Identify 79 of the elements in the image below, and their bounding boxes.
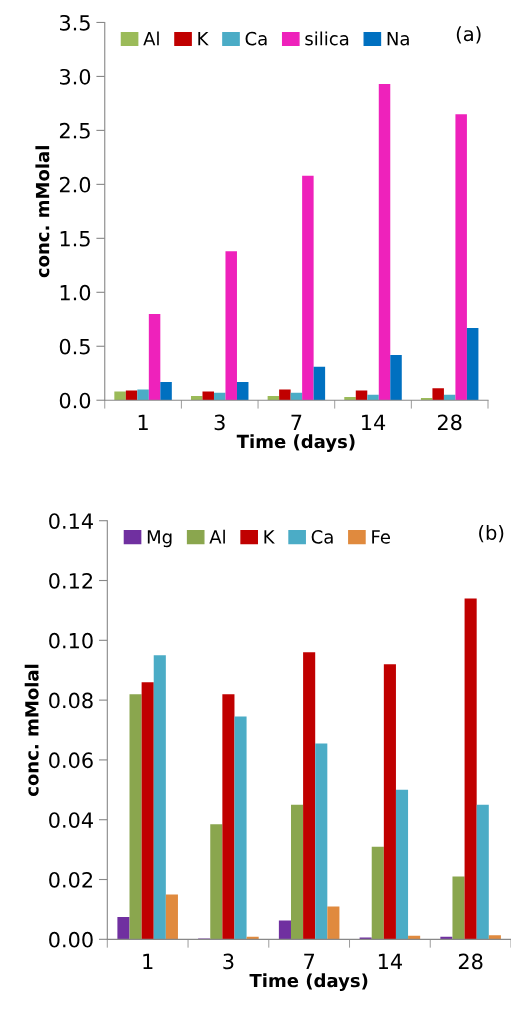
- annotation: (a): [456, 26, 481, 44]
- bar: [114, 391, 126, 401]
- bar: [313, 366, 326, 401]
- y-tick-label: 3.0: [60, 68, 91, 85]
- x-tick-label: 7: [304, 953, 314, 970]
- y-tick-label: 0.08: [49, 692, 93, 709]
- y-tick-label: 0.04: [49, 812, 93, 828]
- y-tick-label: 0.5: [59, 338, 90, 355]
- x-tick-label: 3: [214, 414, 225, 431]
- legend-label: K: [198, 32, 209, 46]
- bar: [225, 251, 237, 401]
- bar: [160, 381, 172, 401]
- bar: [378, 83, 391, 401]
- x-tick-label: 14: [362, 414, 386, 430]
- bar: [367, 394, 379, 401]
- bar: [432, 388, 444, 401]
- x-tick-label: 28: [437, 414, 462, 431]
- y-tick-label: 1.0: [60, 284, 91, 301]
- legend-label: Ca: [245, 31, 267, 46]
- y-tick-label: 0.10: [49, 632, 93, 649]
- bar: [488, 935, 501, 940]
- x-tick-label: 28: [458, 953, 483, 970]
- x-axis-title: Time (days): [249, 973, 368, 991]
- y-tick-label: 3.5: [60, 14, 90, 31]
- annotation: (b): [479, 524, 504, 543]
- bar: [210, 824, 223, 940]
- legend-label: silica: [305, 31, 349, 46]
- bar: [129, 694, 142, 940]
- y-tick-label: 0.12: [49, 572, 93, 589]
- y-axis-title: conc. mMolal: [35, 146, 50, 278]
- bar: [327, 906, 340, 940]
- bar: [234, 716, 247, 940]
- y-tick-label: 0.02: [49, 871, 93, 888]
- legend-label: Na: [387, 32, 409, 46]
- bar: [476, 804, 489, 940]
- legend-label: Mg: [147, 530, 172, 548]
- x-tick-label: 7: [291, 414, 302, 430]
- legend-label: K: [264, 530, 275, 544]
- bar: [302, 175, 314, 401]
- y-tick-label: 0.0: [59, 392, 91, 409]
- bar: [153, 655, 166, 940]
- legend-label: Ca: [311, 530, 333, 544]
- bar: [202, 391, 214, 401]
- bar: [165, 894, 178, 940]
- y-tick-label: 2.0: [59, 176, 91, 193]
- y-axis-title: conc. mMolal: [24, 664, 39, 797]
- x-tick-label: 14: [378, 953, 402, 970]
- y-tick-label: 0.14: [49, 513, 93, 529]
- y-tick-label: 2.5: [59, 122, 90, 139]
- bar: [371, 846, 384, 940]
- x-tick-label: 1: [143, 953, 153, 970]
- legend-label: Fe: [372, 530, 390, 544]
- bar: [390, 354, 402, 401]
- y-tick-label: 1.5: [60, 231, 90, 247]
- bar: [395, 789, 409, 940]
- bar: [141, 682, 154, 940]
- legend-label: Al: [143, 31, 159, 46]
- x-tick-label: 3: [223, 953, 234, 970]
- bar: [278, 920, 291, 940]
- bar: [290, 804, 304, 940]
- legend-label: Al: [209, 529, 225, 544]
- y-tick-label: 0.06: [49, 752, 93, 769]
- bar: [137, 389, 149, 401]
- bar: [303, 652, 316, 940]
- bar: [455, 114, 467, 401]
- bar: [148, 313, 161, 401]
- bar: [466, 327, 479, 401]
- bar: [222, 694, 235, 940]
- bar: [452, 876, 465, 940]
- bar: [383, 664, 396, 940]
- bar: [236, 381, 249, 401]
- bar: [279, 389, 291, 401]
- bar: [315, 743, 328, 940]
- y-tick-label: 0.00: [49, 931, 93, 948]
- x-axis-title: Time (days): [236, 434, 355, 452]
- x-tick-label: 1: [138, 414, 148, 430]
- bar: [117, 916, 130, 940]
- bar: [344, 396, 356, 401]
- bar: [464, 598, 477, 940]
